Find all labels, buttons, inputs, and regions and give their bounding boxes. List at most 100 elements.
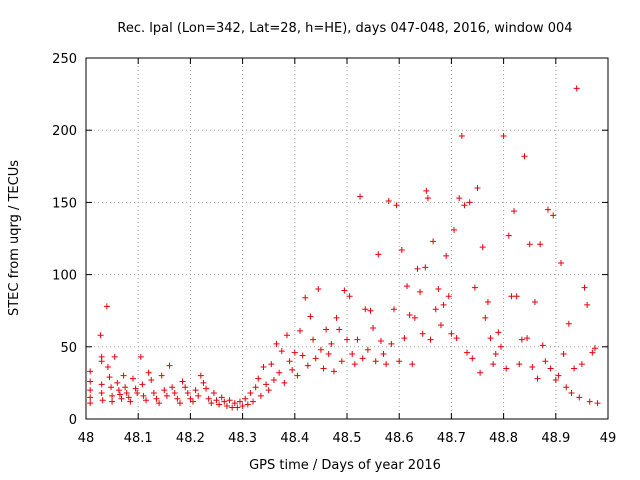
data-point: [315, 286, 322, 293]
data-point: [487, 335, 494, 342]
data-point: [192, 387, 199, 394]
data-point: [120, 372, 127, 379]
data-point: [97, 332, 104, 339]
data-point: [500, 132, 507, 139]
data-point: [351, 361, 358, 368]
x-tick-label: 48.7: [437, 431, 466, 446]
x-tick-label: 48.1: [124, 431, 153, 446]
data-point: [118, 395, 125, 402]
data-point: [323, 326, 330, 333]
data-point: [531, 299, 538, 306]
data-point: [213, 397, 220, 404]
data-point: [388, 340, 395, 347]
data-point: [244, 401, 251, 408]
data-point: [218, 394, 225, 401]
data-point: [108, 384, 115, 391]
data-point: [145, 369, 152, 376]
data-point: [127, 398, 134, 405]
data-point: [216, 401, 223, 408]
data-point: [109, 392, 116, 399]
data-point: [581, 284, 588, 291]
data-point: [576, 394, 583, 401]
data-point: [516, 361, 523, 368]
data-point: [132, 385, 139, 392]
data-point: [474, 184, 481, 191]
data-point: [239, 403, 246, 410]
x-tick-label: 48.6: [385, 431, 414, 446]
data-point: [150, 390, 157, 397]
data-point: [346, 293, 353, 300]
data-point: [304, 362, 311, 369]
data-point: [153, 395, 160, 402]
data-point: [250, 398, 257, 405]
data-point: [302, 294, 309, 301]
data-point: [558, 260, 565, 267]
data-point: [484, 299, 491, 306]
data-point: [281, 379, 288, 386]
data-point: [200, 379, 207, 386]
data-point: [197, 372, 204, 379]
data-point: [123, 390, 130, 397]
data-point: [338, 358, 345, 365]
data-point: [354, 336, 361, 343]
data-point: [289, 366, 296, 373]
data-point: [122, 384, 129, 391]
data-point: [513, 293, 520, 300]
data-point: [578, 361, 585, 368]
data-point: [544, 206, 551, 213]
data-point: [518, 336, 525, 343]
data-point: [406, 312, 413, 319]
data-point: [330, 368, 337, 375]
data-point: [139, 381, 146, 388]
data-point: [589, 349, 596, 356]
data-point: [482, 314, 489, 321]
data-point: [106, 374, 113, 381]
data-point: [383, 361, 390, 368]
data-point: [367, 307, 374, 314]
data-point: [161, 387, 168, 394]
data-point: [419, 330, 426, 337]
data-point: [505, 232, 512, 239]
data-point: [286, 358, 293, 365]
data-point: [393, 202, 400, 209]
data-point: [307, 313, 314, 320]
data-point: [195, 392, 202, 399]
data-point: [414, 265, 421, 272]
data-point: [594, 400, 601, 407]
data-point: [317, 346, 324, 353]
x-tick-label: 48.3: [228, 431, 257, 446]
x-tick-label: 48.8: [489, 431, 518, 446]
data-point: [448, 330, 455, 337]
data-point: [568, 390, 575, 397]
data-point: [584, 301, 591, 308]
data-point: [422, 264, 429, 271]
y-tick-label: 0: [69, 413, 77, 428]
data-point: [539, 342, 546, 349]
data-point: [163, 392, 170, 399]
y-axis-label: STEC from uqrg / TECUs: [7, 160, 22, 316]
plot-frame: [85, 57, 609, 420]
data-point: [375, 251, 382, 258]
data-point: [176, 400, 183, 407]
data-point: [573, 85, 580, 92]
data-point: [103, 303, 110, 310]
data-point: [320, 365, 327, 372]
data-point: [555, 372, 562, 379]
x-tick-label: 48.5: [333, 431, 362, 446]
data-point: [550, 212, 557, 219]
data-point: [341, 287, 348, 294]
data-point: [210, 390, 217, 397]
data-point: [174, 395, 181, 402]
data-point: [357, 193, 364, 200]
data-point: [477, 369, 484, 376]
data-point: [255, 375, 262, 382]
data-point: [294, 372, 301, 379]
y-tick-label: 250: [52, 52, 77, 67]
data-point: [171, 390, 178, 397]
data-point: [98, 358, 105, 365]
data-point: [537, 241, 544, 248]
data-point: [263, 381, 270, 388]
x-axis-label: GPS time / Days of year 2016: [249, 458, 441, 473]
data-point: [435, 286, 442, 293]
